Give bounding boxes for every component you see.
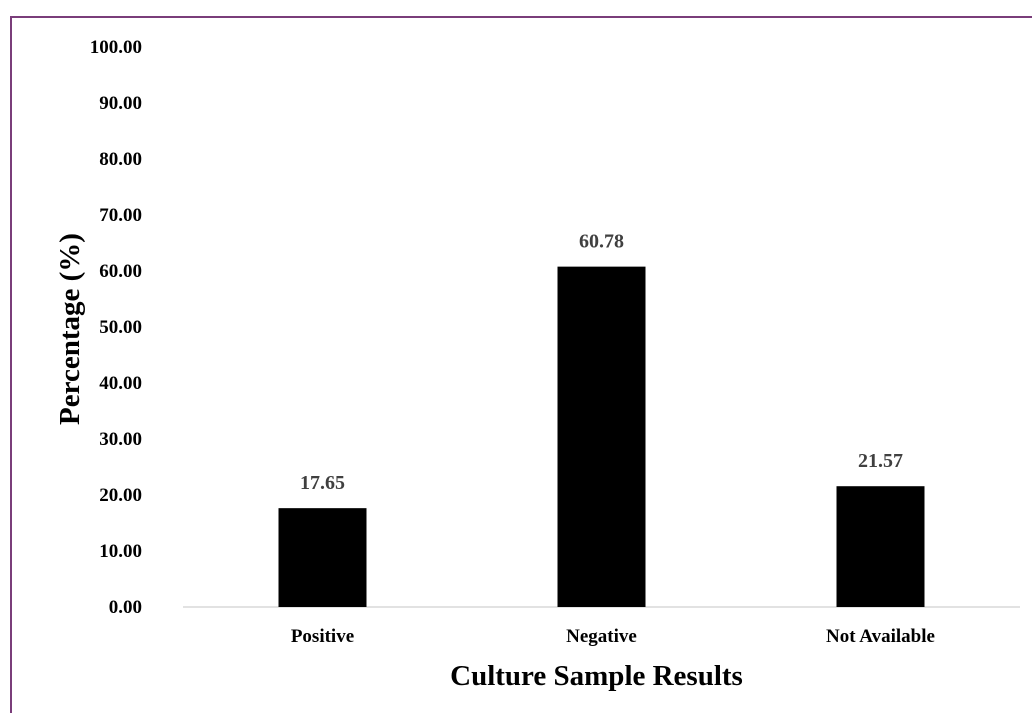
x-category-label: Not Available [826, 626, 935, 647]
y-tick-label: 50.00 [99, 317, 142, 338]
bar [278, 508, 367, 607]
y-tick-label: 100.00 [90, 37, 142, 58]
x-axis-categories: Positive Negative Not Available [291, 626, 935, 647]
y-tick-label: 80.00 [99, 149, 142, 170]
y-tick-label: 0.00 [109, 597, 142, 618]
x-axis-title: Culture Sample Results [450, 660, 743, 692]
y-tick-label: 10.00 [99, 541, 142, 562]
bar-data-label: 21.57 [858, 450, 903, 472]
y-tick-label: 20.00 [99, 485, 142, 506]
y-axis-ticks: 0.00 10.00 20.00 30.00 40.00 50.00 60.00 70.00 8… [90, 37, 142, 618]
bar-data-label: 60.78 [579, 231, 624, 253]
x-category-label: Negative [566, 626, 637, 647]
bar-data-label: 17.65 [300, 472, 345, 494]
y-tick-label: 90.00 [99, 93, 142, 114]
y-tick-label: 30.00 [99, 429, 142, 450]
bar [836, 486, 925, 607]
bar [557, 266, 646, 607]
y-tick-label: 40.00 [99, 373, 142, 394]
data-labels: 17.65 60.78 21.57 [300, 231, 903, 495]
x-category-label: Positive [291, 626, 354, 647]
bars [278, 266, 925, 607]
y-tick-label: 70.00 [99, 205, 142, 226]
y-axis-title: Percentage (%) [54, 233, 86, 425]
y-tick-label: 60.00 [99, 261, 142, 282]
